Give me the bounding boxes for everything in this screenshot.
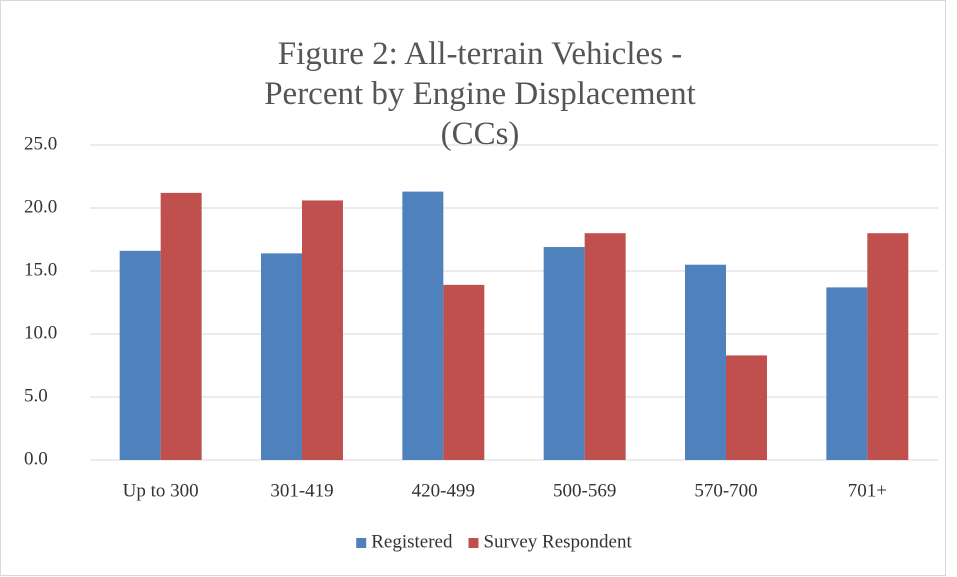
- bar: [685, 264, 726, 460]
- y-tick-label: 20.0: [24, 196, 57, 217]
- x-tick-label: Up to 300: [123, 480, 199, 501]
- x-tick-label: 570-700: [694, 480, 757, 501]
- legend-label: Survey Respondent: [483, 531, 632, 552]
- bar: [867, 233, 909, 460]
- y-tick-label: 15.0: [24, 259, 57, 280]
- bar: [302, 200, 343, 460]
- x-tick-label: 701+: [848, 480, 887, 501]
- bar: [402, 191, 444, 460]
- legend-swatch: [468, 538, 479, 548]
- x-tick-label: 301-419: [270, 480, 333, 501]
- legend-label: Registered: [371, 531, 453, 552]
- chart-title: Figure 2: All-terrain Vehicles - Percent…: [264, 36, 696, 152]
- bar: [826, 287, 868, 460]
- bar: [119, 250, 161, 460]
- y-tick-label: 25.0: [24, 133, 57, 154]
- bar: [160, 192, 202, 460]
- x-tick-label: 420-499: [412, 480, 475, 501]
- y-tick-label: 5.0: [24, 385, 48, 406]
- y-tick-label: 10.0: [24, 322, 57, 343]
- y-tick-label: 0.0: [24, 448, 48, 469]
- bar: [543, 247, 585, 460]
- bar: [443, 284, 485, 460]
- x-tick-label: 500-569: [553, 480, 616, 501]
- bar: [726, 355, 767, 460]
- bar: [584, 233, 626, 460]
- bar: [261, 253, 302, 460]
- legend-swatch: [356, 538, 367, 548]
